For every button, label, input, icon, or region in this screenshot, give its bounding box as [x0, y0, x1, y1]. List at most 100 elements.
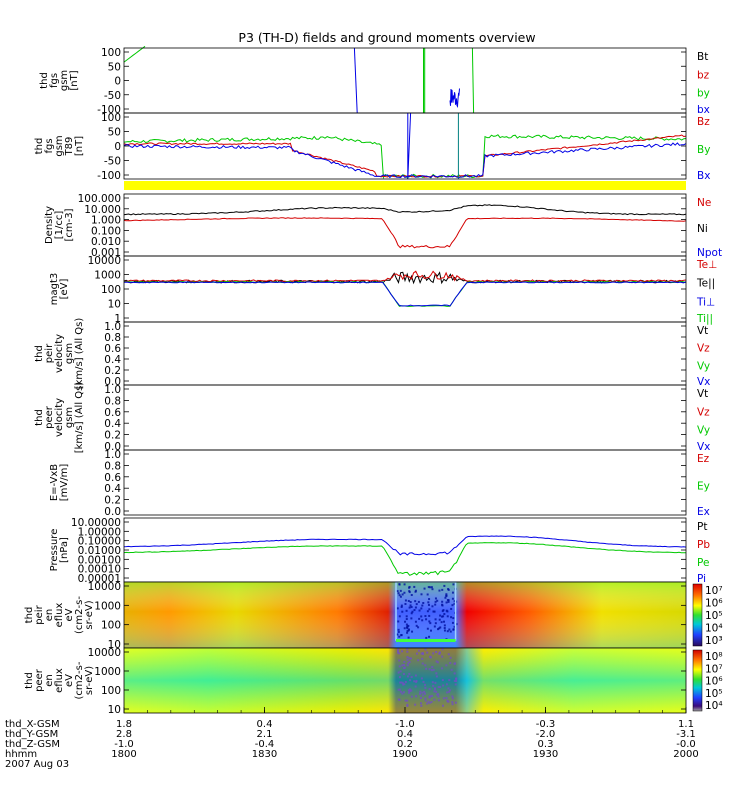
density-y-label: Density — [44, 206, 55, 244]
vi-y-tick-label: 0.8 — [104, 332, 121, 344]
density-y-tick-label: 1.000 — [91, 215, 121, 227]
fgs2-y-tick-label: 50 — [108, 127, 121, 139]
efield-y-tick-label: 0.4 — [104, 483, 121, 495]
fgs-y-tick-label: -50 — [104, 90, 121, 102]
ele_spec-colorbar-tick: 10⁶ — [705, 676, 723, 688]
x-row-value: 1800 — [111, 749, 136, 760]
ion_spec-y-label: thd — [24, 607, 35, 624]
panel-vi: 1.00.80.60.40.20.0 thd peir velocity gsm [km/… — [34, 318, 710, 390]
ele_spec-low-flux-region — [396, 648, 458, 707]
density-y-tick-label: 100.000 — [78, 193, 121, 205]
ele_spec-y-tick-label: 10 — [108, 704, 121, 716]
ve-y-label: velocity — [54, 398, 65, 437]
fgs-by-spike — [423, 48, 426, 114]
density-legend-Ne: Ne — [697, 197, 711, 209]
x-row-value: 0.2 — [397, 739, 413, 750]
x-row-value: 1930 — [533, 749, 558, 760]
efield-y-label: E=-VxB — [49, 464, 60, 501]
vi-y-label: gsm — [64, 343, 75, 364]
ele_spec-colorbar-tick: 10⁵ — [705, 688, 723, 700]
density-y-label: [cm-3] — [64, 208, 75, 241]
ele_spec-colorbar — [692, 649, 703, 712]
x-row-value: -0.0 — [676, 739, 696, 750]
fgs2-y-label: gsm — [54, 135, 65, 156]
x-row-value: 1.8 — [116, 719, 132, 730]
density-y-tick-label: 0.010 — [91, 236, 121, 248]
panel-fgs2: 100 50 0 -50 -100 thd fgs gsm T89 [nT] Bz By Bx — [34, 112, 710, 190]
fgs-y-label: gsm — [59, 70, 70, 91]
efield-legend-Ez: Ez — [697, 453, 710, 465]
ion_spec-colorbar-tick: 10⁴ — [705, 623, 723, 635]
efield-y-tick-label: 1.0 — [104, 449, 121, 461]
efield-y-tick-label: 0.6 — [104, 472, 121, 484]
fgs-legend-bz: bz — [697, 69, 710, 81]
temp-y-tick-label: 1 — [114, 313, 121, 325]
ele_spec-spectrogram-shading — [124, 648, 686, 713]
fgs-by-spike-2 — [471, 47, 475, 114]
fgs-legend-Bt: Bt — [697, 51, 708, 63]
vi-y-label: [km/s] (All Qs) — [74, 318, 85, 390]
ve-legend-Vx: Vx — [697, 441, 710, 453]
efield-frame — [123, 449, 687, 516]
panel-ve: 1.00.80.60.40.20.0 thd peer velocity gsm [km/… — [34, 382, 710, 454]
ve-legend-Vz: Vz — [697, 406, 710, 418]
x-row-value: -2.0 — [536, 729, 556, 740]
pressure-y-tick-label: 0.00010 — [78, 564, 121, 576]
temp-tipar-trace — [123, 281, 687, 307]
fgs-y-label: fgs — [49, 73, 60, 88]
fgs2-y-label: [nT] — [74, 136, 85, 156]
temp-legend-Te⊥: Te⊥ — [696, 259, 717, 271]
fgs-y-label: [nT] — [69, 70, 80, 90]
ion_spec-colorbar-tick: 10⁵ — [705, 610, 723, 622]
ion_spec-y-tick-label: 10000 — [88, 581, 121, 593]
vi-legend-Vy: Vy — [697, 360, 710, 372]
temp-y-tick-label: 1000 — [94, 270, 121, 282]
temp-legend-Ti||: Ti|| — [696, 313, 713, 325]
ion_spec-y-label: eflux — [54, 603, 65, 628]
ve-y-label: [km/s] (All Qs) — [74, 382, 85, 454]
temp-legend-Te||: Te|| — [696, 278, 715, 290]
fgs-y-tick-label: -100 — [97, 104, 121, 116]
vi-y-tick-label: 1.0 — [104, 321, 121, 333]
panel-density: 100.00010.0001.0000.1000.0100.001 Density… — [44, 193, 722, 259]
fgs2-bz-trace — [123, 134, 687, 178]
pressure-y-label: [nPa] — [59, 537, 70, 563]
fgs2-y-label: T89 — [64, 137, 75, 157]
fgs2-y-tick-label: 100 — [101, 112, 121, 124]
pressure-legend-Pt: Pt — [697, 521, 707, 533]
density-y-tick-label: 0.100 — [91, 225, 121, 237]
ve-y-tick-label: 1.0 — [104, 384, 121, 396]
ve-frame — [123, 384, 687, 451]
pressure-y-label: Pressure — [49, 529, 60, 572]
fgs2-frame — [123, 112, 687, 180]
vi-y-label: peir — [44, 343, 55, 363]
panel-pressure: 10.000001.000000.100000.010000.001000.00… — [49, 517, 710, 585]
ion_spec-colorbar — [692, 583, 703, 647]
density-y-label: [1/cc] — [54, 211, 65, 240]
x-row-value: 0.4 — [397, 729, 413, 740]
fgs2-by-trace — [123, 134, 687, 180]
ele_spec-y-tick-label: 10000 — [88, 647, 121, 659]
density-ni-trace — [123, 204, 687, 216]
temp-y-label: magt3 — [49, 273, 60, 306]
ele_spec-y-tick-label: 1000 — [94, 666, 121, 678]
fgs2-legend-Bx: Bx — [697, 170, 710, 182]
ele_spec-y-label: thd — [24, 672, 35, 689]
fgs-bx-burst — [449, 88, 460, 108]
fgs2-y-tick-label: 0 — [114, 141, 121, 153]
ion_spec-low-flux-region — [396, 583, 458, 642]
pressure-y-tick-label: 1.00000 — [78, 526, 121, 538]
x-row-value: -1.0 — [395, 719, 415, 730]
x-row-value: -1.0 — [114, 739, 134, 750]
fgs2-legend-Bz: Bz — [697, 116, 710, 128]
x-row-value: 2000 — [673, 749, 698, 760]
fgs2-y-tick-label: -50 — [104, 156, 121, 168]
ion-low-energy-band — [396, 639, 456, 642]
efield-legend-Ex: Ex — [697, 506, 710, 518]
density-ne-trace — [123, 217, 687, 249]
ion_spec-y-label: eV — [64, 608, 75, 621]
fgs-bx-trace — [353, 47, 358, 114]
fgs-y-tick-label: 100 — [101, 47, 121, 59]
